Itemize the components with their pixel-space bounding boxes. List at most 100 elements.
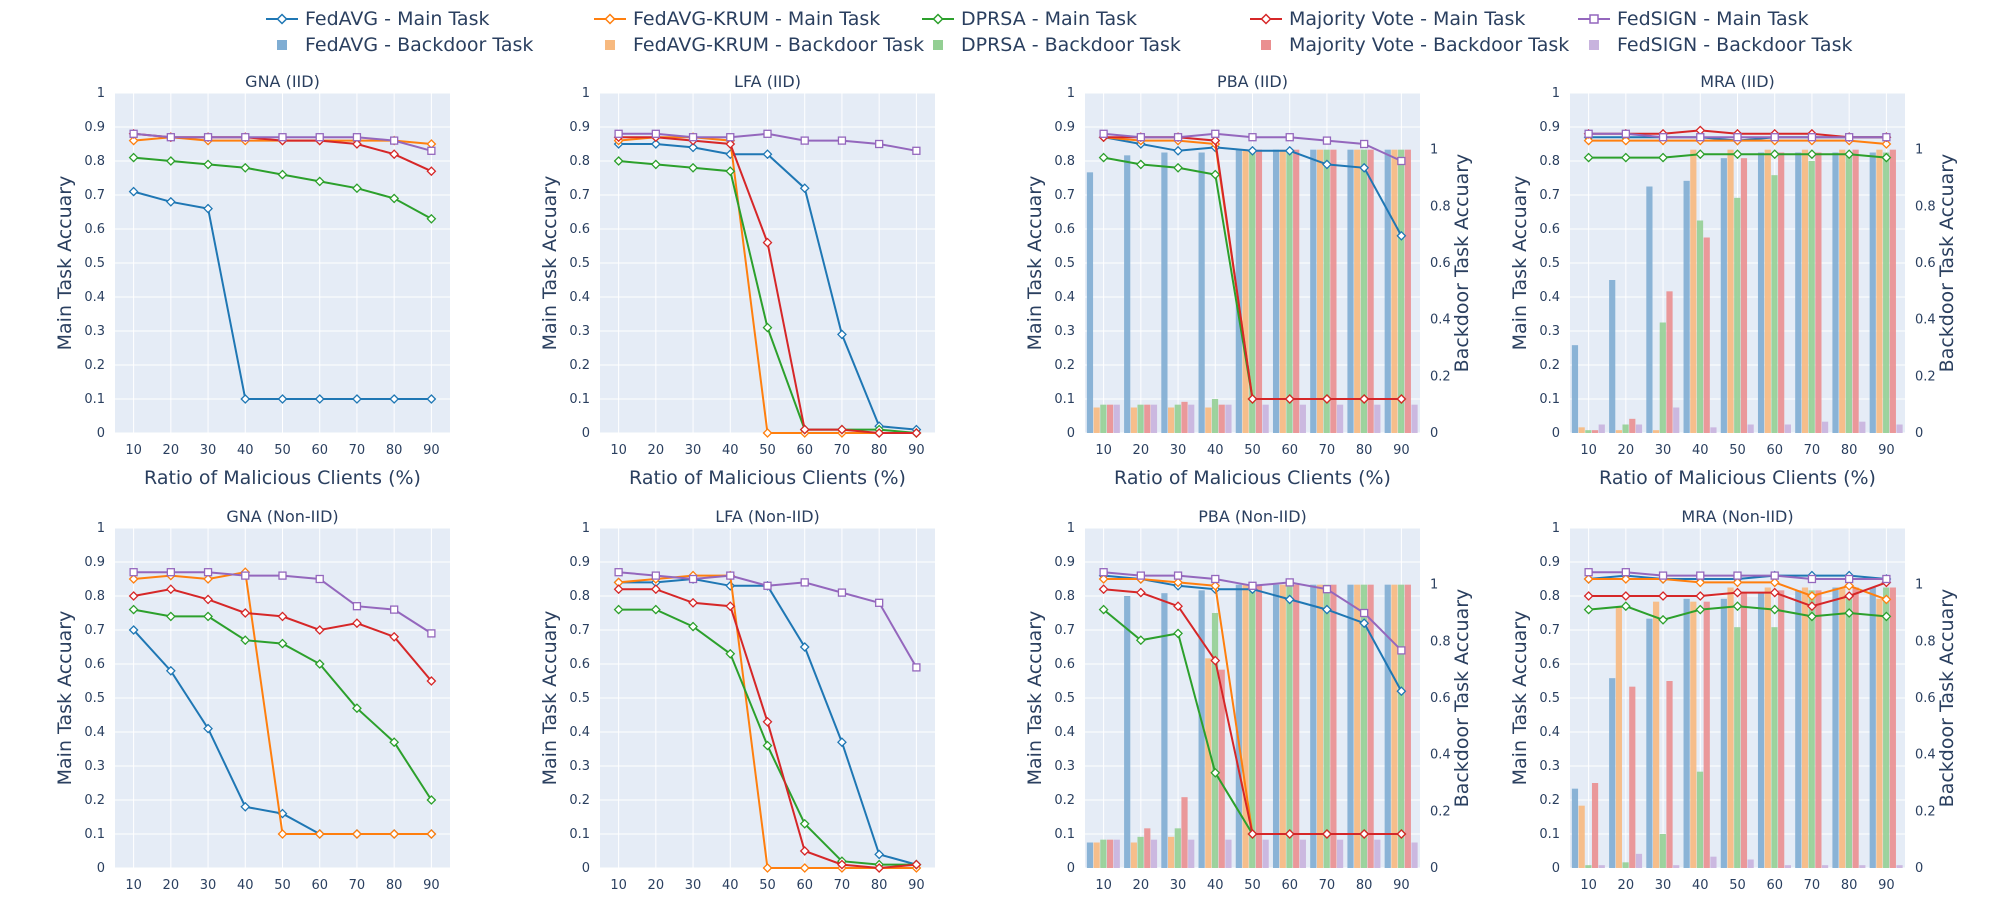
point-majority-vote-main-task [314,625,325,635]
point-dprsa-main-task [1583,604,1594,615]
point-dprsa-main-task [1173,628,1183,639]
x-tick-label: 50 [1729,878,1746,893]
bar-dprsa-backdoor-task [1249,149,1256,433]
legend-item-dprsa-backdoor[interactable]: DPRSA - Backdoor Task [921,32,1181,58]
y-tick-label: 0.2 [569,358,590,373]
bar-fedsign-backdoor-task [1635,424,1643,433]
y-tick-label: 0.6 [569,222,590,237]
point-fedavg-krum-main-task [1583,135,1594,146]
point-dprsa-main-task [613,156,624,166]
legend-item-majority-vote-backdoor[interactable]: Majority Vote - Backdoor Task [1249,32,1569,58]
point-dprsa-main-task [426,795,437,805]
point-fedsign-main-task [1658,571,1668,580]
point-fedavg-main-task [1322,604,1332,615]
bar-majority-vote-backdoor-task [1591,783,1599,868]
point-fedavg-main-task [426,394,437,404]
bar-fedavg-backdoor-task [1235,584,1242,868]
y-tick-label: 0.4 [1054,725,1075,740]
bar-dprsa-backdoor-task [1323,584,1330,868]
bar-fedavg-krum-backdoor-task [1839,587,1846,868]
x-tick-label: 80 [386,443,403,458]
point-fedsign-main-task [1360,139,1369,149]
y-tick-label: 0.1 [84,827,105,842]
bar-dprsa-backdoor-task [1734,197,1741,433]
point-fedsign-main-task [875,598,884,607]
y2-tick-label: 0.6 [1915,691,1936,706]
bar-fedavg-krum-backdoor-task [1578,427,1585,433]
y-axis-title: Main Task Accuary [539,611,561,786]
y-tick-label: 0.5 [569,256,590,271]
bar-majority-vote-backdoor-task [1815,152,1822,433]
y-axis-title: Main Task Accuary [54,611,76,786]
legend-item-majority-vote-main[interactable]: Majority Vote - Main Task [1249,6,1525,32]
point-dprsa-main-task [1769,149,1780,160]
bar-fedsign-backdoor-task [1821,865,1829,868]
bar-dprsa-backdoor-task [1211,613,1219,868]
bar-fedsign-backdoor-task [1225,404,1232,433]
legend-item-dprsa-main[interactable]: DPRSA - Main Task [921,6,1137,32]
bar-fedavg-krum-backdoor-task [1615,430,1622,433]
chart-title: LFA (Non-IID) [715,507,820,526]
legend-label: FedSIGN - Main Task [1617,8,1809,30]
bar-dprsa-backdoor-task [1100,839,1107,868]
y-tick-label: 0.1 [1539,392,1560,407]
bar-fedsign-backdoor-task [1896,424,1903,433]
y-axis-title: Main Task Accuary [539,176,561,351]
legend-item-fedavg-krum-backdoor[interactable]: FedAVG-KRUM - Backdoor Task [593,32,924,58]
x-tick-label: 90 [1878,878,1895,893]
bar-dprsa-backdoor-task [1100,404,1107,433]
bar-fedsign-backdoor-task [1336,839,1344,868]
point-fedsign-main-task [688,574,698,584]
y-tick-label: 0.5 [1054,691,1075,706]
bar-majority-vote-backdoor-task [1367,584,1374,868]
point-dprsa-main-task [613,604,624,615]
legend-item-fedavg-krum-main[interactable]: FedAVG-KRUM - Main Task [593,6,880,32]
bar-fedavg-backdoor-task [1609,280,1616,433]
bar-fedavg-backdoor-task [1310,584,1317,868]
bar-dprsa-backdoor-task [1323,149,1330,433]
bar-majority-vote-backdoor-task [1367,149,1374,433]
point-majority-vote-main-task [426,166,437,177]
legend-item-fedavg-main[interactable]: FedAVG - Main Task [265,6,489,32]
y-tick-label: 0.6 [1054,222,1075,237]
y2-tick-label: 0.6 [1430,691,1451,706]
point-dprsa-main-task [277,638,288,649]
x-tick-label: 20 [1133,878,1150,893]
x-tick-label: 10 [125,878,142,893]
bar-fedavg-backdoor-task [1086,172,1094,434]
legend-item-fedavg-backdoor[interactable]: FedAVG - Backdoor Task [265,32,533,58]
legend-item-fedsign-backdoor[interactable]: FedSIGN - Backdoor Task [1577,32,1852,58]
bar-fedavg-krum-backdoor-task [1093,842,1100,868]
bar-majority-vote-backdoor-task [1404,584,1411,868]
point-majority-vote-main-task [1769,587,1780,598]
x-tick-label: 30 [685,443,702,458]
bar-majority-vote-backdoor-task [1218,404,1225,433]
x-tick-label: 20 [163,443,180,458]
point-fedavg-main-task [1359,618,1370,629]
y2-tick-label: 0.6 [1915,256,1936,271]
legend-swatch-icon [1578,14,1610,24]
bar-fedavg-krum-backdoor-task [1242,149,1249,433]
bar-fedavg-krum-backdoor-task [1801,587,1809,868]
point-dprsa-main-task [1210,767,1221,778]
point-majority-vote-main-task [688,597,698,608]
legend-item-fedsign-main[interactable]: FedSIGN - Main Task [1577,6,1809,32]
y2-tick-label: 0.2 [1430,804,1451,819]
bar-fedavg-backdoor-task [1646,186,1653,433]
point-fedavg-main-task [1173,145,1183,156]
point-fedsign-main-task [1733,571,1742,580]
bar-majority-vote-backdoor-task [1106,839,1114,868]
legend-swatch-icon [277,40,287,50]
x-tick-label: 70 [349,878,366,893]
point-dprsa-main-task [1807,149,1817,160]
point-fedsign-main-task [800,136,809,145]
bar-majority-vote-backdoor-task [1330,584,1337,868]
point-fedavg-krum-main-task [314,829,325,839]
point-fedavg-main-task [314,394,325,404]
point-majority-vote-main-task [911,859,922,870]
point-fedsign-main-task [837,136,847,145]
y-tick-label: 0.5 [1539,691,1560,706]
bar-fedsign-backdoor-task [1299,404,1306,433]
point-dprsa-main-task [240,162,251,173]
bar-majority-vote-backdoor-task [1591,430,1599,433]
